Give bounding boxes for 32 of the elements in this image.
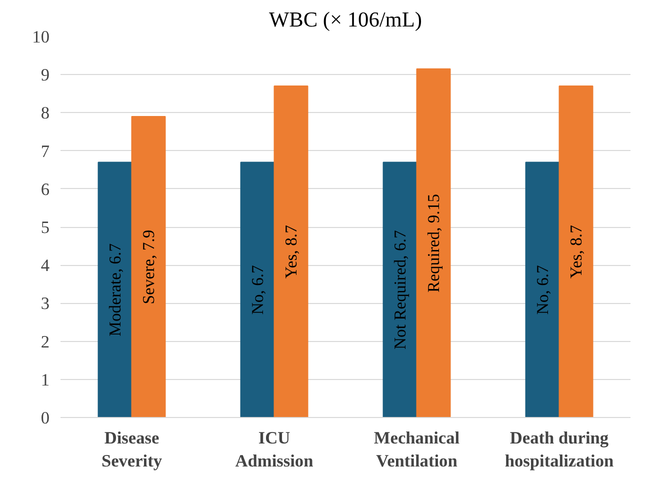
y-tick-label: 9 xyxy=(40,66,50,85)
chart-title: WBC (× 106/mL) xyxy=(268,8,422,32)
y-tick-label: 2 xyxy=(40,332,50,352)
data-label: Yes, 8.7 xyxy=(566,225,586,278)
y-tick-label: 3 xyxy=(40,294,50,314)
y-tick-label: 10 xyxy=(32,28,50,46)
y-tick-label: 6 xyxy=(40,180,50,199)
bar xyxy=(525,162,560,418)
bar xyxy=(416,68,451,418)
y-tick-label: 1 xyxy=(40,370,50,390)
x-tick-label: Mechanical Ventilation xyxy=(374,428,460,470)
y-tick-label: 7 xyxy=(40,142,50,161)
data-label: Not Required, 6.7 xyxy=(390,230,410,350)
x-tick-label: Death during hospitalization xyxy=(504,428,614,470)
bar xyxy=(240,162,275,418)
data-label: Yes, 8.7 xyxy=(281,225,300,278)
y-tick-label: 5 xyxy=(40,218,50,237)
bar xyxy=(98,162,132,418)
y-tick-label: 0 xyxy=(40,408,50,428)
data-label: No, 6.7 xyxy=(533,265,552,315)
y-tick-label: 4 xyxy=(40,256,50,276)
bar xyxy=(131,116,166,418)
data-label: Moderate, 6.7 xyxy=(106,243,125,336)
bar xyxy=(382,162,418,418)
x-tick-label: Disease Severity xyxy=(101,428,162,470)
bar xyxy=(274,86,308,418)
bar xyxy=(558,86,594,418)
y-tick-label: 8 xyxy=(40,104,50,123)
data-label: Severe, 7.9 xyxy=(138,230,158,304)
data-label: No, 6.7 xyxy=(248,265,268,315)
data-label: Required, 9.15 xyxy=(424,194,443,292)
x-tick-label: ICU Admission xyxy=(235,428,314,470)
